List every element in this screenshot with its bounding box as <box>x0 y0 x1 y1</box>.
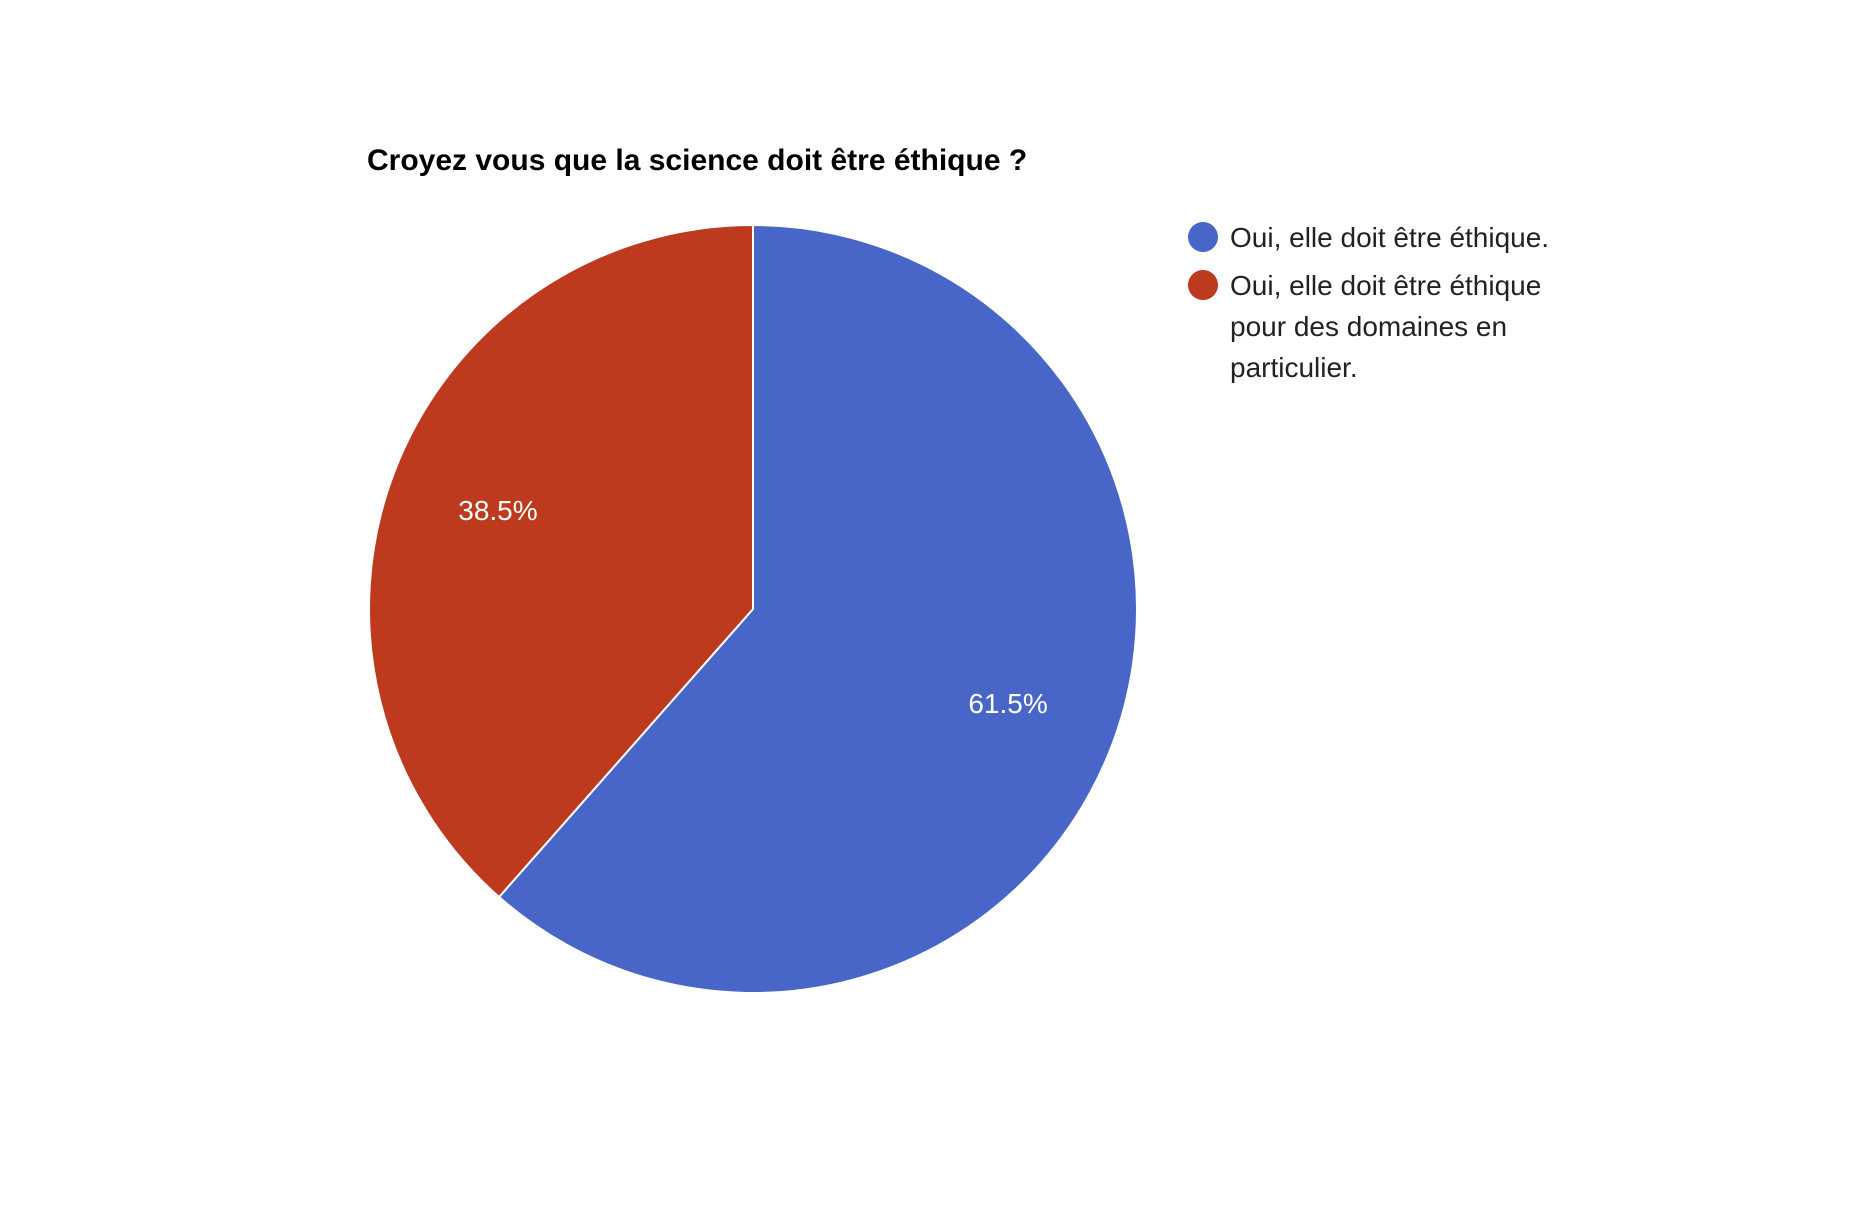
legend-marker <box>1188 270 1218 300</box>
legend-item-2: Oui, elle doit être éthique pour des doma… <box>1188 270 1541 383</box>
slice-percent-label: 61.5% <box>968 688 1047 719</box>
pie-slice-labels: 61.5% 38.5% <box>458 495 1047 719</box>
legend-marker <box>1188 222 1218 252</box>
slice-percent-label: 38.5% <box>458 495 537 526</box>
legend-label: Oui, elle doit être éthique. <box>1230 222 1549 253</box>
pie-slice-1 <box>497 223 1138 994</box>
legend: Oui, elle doit être éthique. Oui, elle do… <box>1188 222 1549 383</box>
legend-item-1: Oui, elle doit être éthique. <box>1188 222 1549 253</box>
pie-slices <box>367 223 1138 994</box>
legend-label: Oui, elle doit être éthique pour des doma… <box>1230 270 1541 383</box>
chart-title: Croyez vous que la science doit être éth… <box>367 144 1027 177</box>
pie-slice-2 <box>367 223 754 899</box>
